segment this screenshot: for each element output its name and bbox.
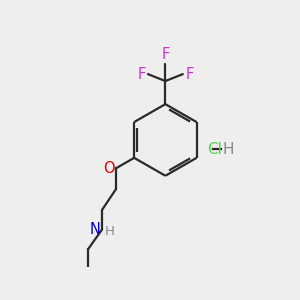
Text: F: F — [137, 67, 146, 82]
Text: H: H — [222, 142, 234, 157]
Text: H: H — [104, 225, 114, 238]
Text: Cl: Cl — [207, 142, 222, 157]
Text: F: F — [185, 67, 194, 82]
Text: O: O — [103, 161, 115, 176]
Text: F: F — [161, 47, 169, 62]
Text: N: N — [89, 222, 100, 237]
